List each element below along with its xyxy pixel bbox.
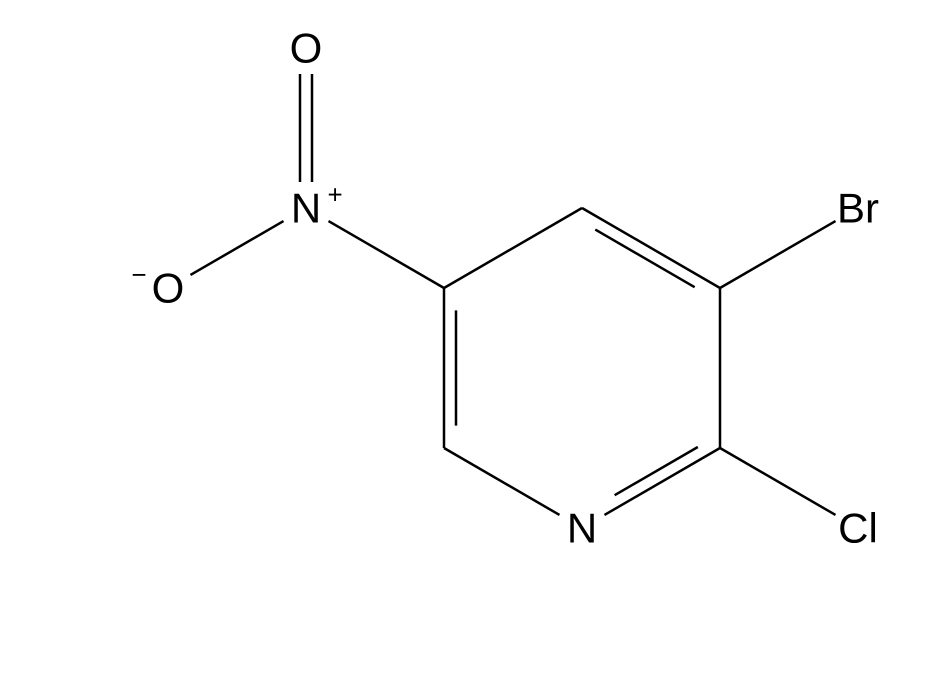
atom-O9: O <box>290 25 323 72</box>
bond-line <box>595 230 694 288</box>
bond-line <box>190 221 283 275</box>
atom-label: O <box>152 265 185 312</box>
bond-line <box>444 208 582 288</box>
bond-line <box>444 448 560 515</box>
bond-line <box>582 208 720 288</box>
atom-Cl: Cl <box>838 505 878 552</box>
atom-label: N <box>567 505 597 552</box>
atoms-layer: NBrClN+O−O <box>131 25 879 552</box>
atom-label: Cl <box>838 505 878 552</box>
atom-charge: − <box>131 260 146 290</box>
bond-line <box>720 221 836 288</box>
atom-label: Br <box>837 185 879 232</box>
bond-line <box>720 448 836 515</box>
atom-label: N <box>291 185 321 232</box>
atom-Br: Br <box>837 185 879 232</box>
bond-line <box>604 448 720 515</box>
bond-line <box>328 221 444 288</box>
atom-label: O <box>290 25 323 72</box>
bonds-layer <box>190 74 835 515</box>
atom-O8: O− <box>131 260 184 312</box>
bond-line <box>615 447 698 495</box>
atom-charge: + <box>327 180 342 210</box>
atom-N3: N <box>567 505 597 552</box>
molecule-canvas: NBrClN+O−O <box>0 0 951 680</box>
